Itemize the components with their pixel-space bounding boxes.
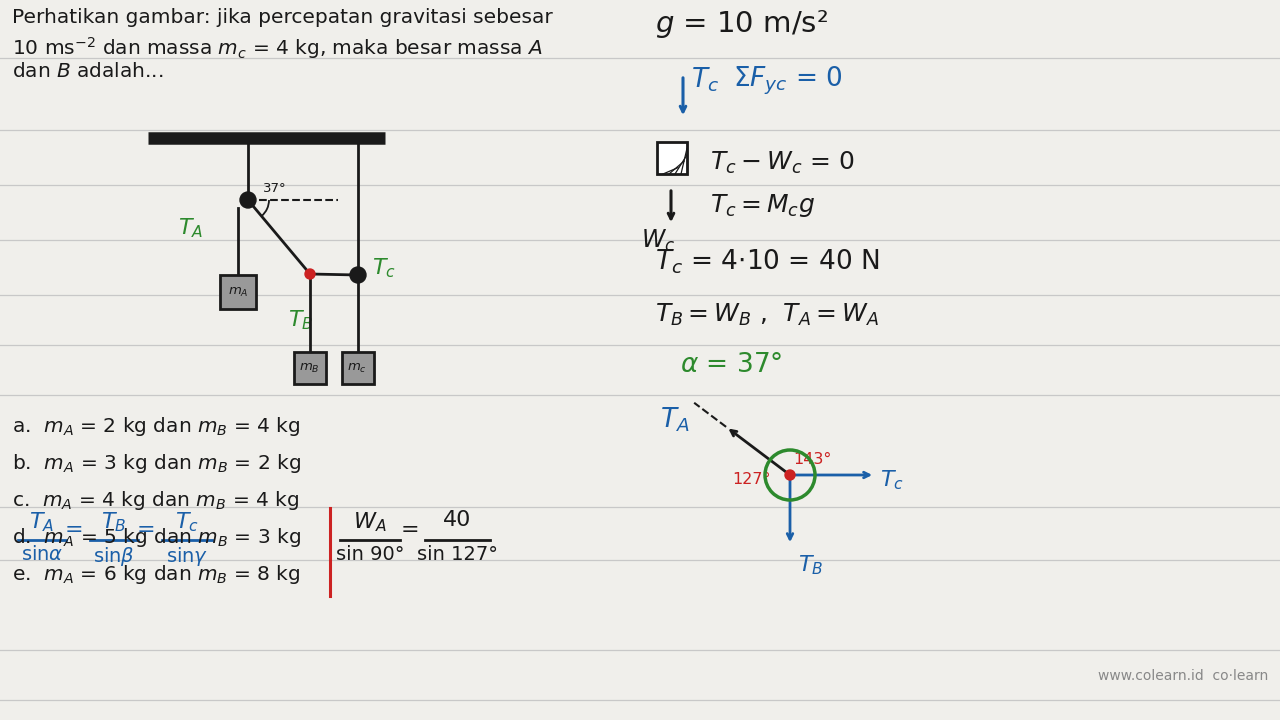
Text: $\Sigma F_{yc}$ = 0: $\Sigma F_{yc}$ = 0 bbox=[733, 65, 842, 97]
Text: 143°: 143° bbox=[794, 452, 832, 467]
Circle shape bbox=[349, 267, 366, 283]
Text: $T_B$: $T_B$ bbox=[797, 553, 823, 577]
Text: $W_c$: $W_c$ bbox=[641, 228, 676, 254]
Text: c.  $m_A$ = 4 kg dan $m_B$ = 4 kg: c. $m_A$ = 4 kg dan $m_B$ = 4 kg bbox=[12, 489, 300, 512]
Text: $T_A$: $T_A$ bbox=[660, 405, 690, 433]
Text: $T_c$: $T_c$ bbox=[175, 510, 198, 534]
Text: $m_c$: $m_c$ bbox=[347, 361, 367, 374]
Text: sin$\gamma$: sin$\gamma$ bbox=[166, 545, 209, 568]
Bar bbox=[657, 142, 687, 174]
Text: $\alpha$ = 37°: $\alpha$ = 37° bbox=[680, 352, 782, 378]
Text: =: = bbox=[65, 520, 83, 540]
Text: $g$ = 10 m/s²: $g$ = 10 m/s² bbox=[655, 8, 828, 40]
Text: $T_c$: $T_c$ bbox=[881, 468, 904, 492]
Text: $T_A$: $T_A$ bbox=[29, 510, 55, 534]
Text: sin$\alpha$: sin$\alpha$ bbox=[20, 545, 63, 564]
Text: b.  $m_A$ = 3 kg dan $m_B$ = 2 kg: b. $m_A$ = 3 kg dan $m_B$ = 2 kg bbox=[12, 452, 301, 475]
Circle shape bbox=[785, 470, 795, 480]
Text: $T_A$: $T_A$ bbox=[178, 216, 204, 240]
Text: sin$\beta$: sin$\beta$ bbox=[93, 545, 134, 568]
Text: sin 127°: sin 127° bbox=[417, 545, 498, 564]
Circle shape bbox=[241, 192, 256, 208]
Text: $T_c$ = 4$\cdot$10 = 40 N: $T_c$ = 4$\cdot$10 = 40 N bbox=[655, 248, 879, 276]
Text: 10 ms$^{-2}$ dan massa $m_c$ = 4 kg, maka besar massa $A$: 10 ms$^{-2}$ dan massa $m_c$ = 4 kg, mak… bbox=[12, 35, 543, 61]
Text: $T_c - W_c$ = 0: $T_c - W_c$ = 0 bbox=[710, 150, 855, 176]
Text: www.colearn.id  co·learn: www.colearn.id co·learn bbox=[1098, 669, 1268, 683]
Text: e.  $m_A$ = 6 kg dan $m_B$ = 8 kg: e. $m_A$ = 6 kg dan $m_B$ = 8 kg bbox=[12, 563, 301, 586]
Bar bbox=[294, 352, 326, 384]
Text: $T_c = M_c g$: $T_c = M_c g$ bbox=[710, 192, 815, 219]
Text: $T_B = W_B$ ,  $T_A = W_A$: $T_B = W_B$ , $T_A = W_A$ bbox=[655, 302, 879, 328]
Text: Perhatikan gambar: jika percepatan gravitasi sebesar: Perhatikan gambar: jika percepatan gravi… bbox=[12, 8, 553, 27]
Text: 37°: 37° bbox=[262, 182, 287, 195]
Text: =: = bbox=[401, 520, 420, 540]
Bar bbox=[342, 352, 374, 384]
Circle shape bbox=[305, 269, 315, 279]
Text: a.  $m_A$ = 2 kg dan $m_B$ = 4 kg: a. $m_A$ = 2 kg dan $m_B$ = 4 kg bbox=[12, 415, 301, 438]
Text: sin 90°: sin 90° bbox=[335, 545, 404, 564]
Text: =: = bbox=[137, 520, 155, 540]
Text: $T_B$: $T_B$ bbox=[288, 308, 314, 332]
Text: d.  $m_A$ = 5 kg dan $m_B$ = 3 kg: d. $m_A$ = 5 kg dan $m_B$ = 3 kg bbox=[12, 526, 301, 549]
Text: $m_B$: $m_B$ bbox=[300, 361, 320, 374]
Text: $T_c$: $T_c$ bbox=[691, 65, 719, 94]
Text: 127°: 127° bbox=[732, 472, 771, 487]
Text: $T_c$: $T_c$ bbox=[372, 256, 396, 280]
Text: dan $B$ adalah...: dan $B$ adalah... bbox=[12, 62, 164, 81]
Text: $W_A$: $W_A$ bbox=[353, 510, 387, 534]
Text: 40: 40 bbox=[443, 510, 472, 530]
Text: $T_B$: $T_B$ bbox=[101, 510, 127, 534]
Bar bbox=[220, 275, 256, 309]
Text: $m_A$: $m_A$ bbox=[228, 285, 248, 299]
